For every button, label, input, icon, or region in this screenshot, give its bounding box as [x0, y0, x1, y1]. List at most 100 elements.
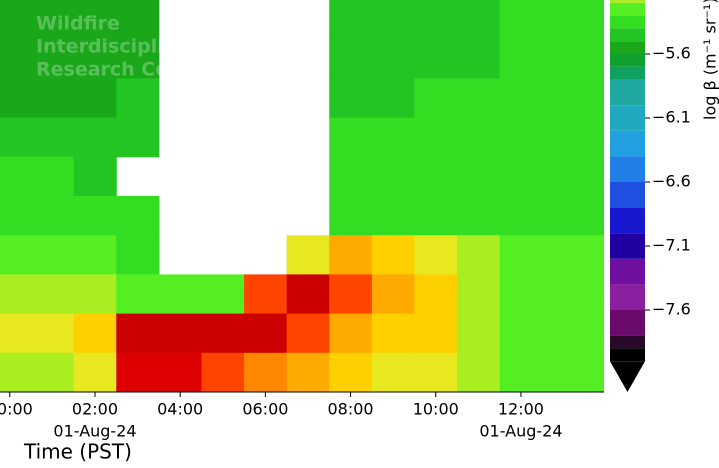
heatmap-cell: [329, 78, 373, 119]
colorbar-segment: [610, 79, 645, 106]
heatmap-cell: [116, 196, 160, 236]
heatmap-cell: [542, 235, 586, 275]
heatmap-cell: [457, 156, 501, 197]
colorbar-segment: [610, 15, 645, 29]
date-label: 01-Aug-24: [53, 422, 136, 441]
heatmap-cell: [0, 39, 32, 79]
heatmap-cell: [457, 78, 501, 119]
heatmap-cell: [499, 39, 543, 79]
colorbar-segment: [610, 207, 645, 234]
heatmap-cell: [0, 78, 32, 119]
x-tick-label: 10:00: [413, 400, 459, 419]
heatmap-cell: [0, 274, 32, 315]
colorbar-label: log β (m⁻¹ sr⁻¹): [701, 0, 719, 120]
colorbar-segment: [610, 54, 645, 67]
colorbar-segment: [610, 284, 645, 310]
heatmap-cell: [371, 313, 415, 354]
heatmap-cell: [584, 313, 604, 354]
heatmap-cell: [329, 352, 373, 392]
colorbar-tick-label: −6.1: [652, 108, 691, 127]
heatmap-cell: [73, 0, 117, 40]
heatmap-cell: [0, 196, 32, 236]
heatmap-cell: [329, 0, 373, 40]
heatmap-cell: [286, 235, 330, 275]
heatmap-cell: [31, 39, 75, 79]
heatmap-cell: [457, 274, 501, 315]
heatmap-cell: [584, 274, 604, 315]
heatmap-cell: [73, 39, 117, 79]
x-tick-label: 04:00: [157, 400, 203, 419]
heatmap-cell: [499, 0, 543, 40]
plot-area: [0, 0, 604, 392]
heatmap-cell: [584, 156, 604, 197]
colorbar-extend: [610, 361, 645, 392]
heatmap-cell: [244, 352, 288, 392]
heatmap-cell: [584, 78, 604, 119]
heatmap-cell: [329, 196, 373, 236]
heatmap-cell: [116, 0, 160, 40]
heatmap-cell: [31, 156, 75, 197]
heatmap-cell: [31, 78, 75, 119]
colorbar-segment: [610, 66, 645, 80]
heatmap-cell: [584, 0, 604, 40]
heatmap-cell: [31, 352, 75, 392]
heatmap-cell: [116, 313, 160, 354]
heatmap-cell: [414, 274, 458, 315]
heatmap-cell: [244, 313, 288, 354]
heatmap-cell: [371, 156, 415, 197]
x-axis-label: Time (PST): [23, 440, 132, 464]
x-tick-label: 00:00: [0, 400, 33, 419]
heatmap-cell: [116, 39, 160, 79]
colorbar-segment: [610, 2, 645, 16]
heatmap-cell: [329, 156, 373, 197]
heatmap-cell: [457, 235, 501, 275]
date-label: 01-Aug-24: [479, 422, 562, 441]
heatmap-cell: [499, 235, 543, 275]
heatmap-cell: [31, 274, 75, 315]
heatmap-cell: [371, 196, 415, 236]
heatmap-cell: [371, 352, 415, 392]
heatmap-cell: [542, 274, 586, 315]
colorbar-segment: [610, 233, 645, 259]
heatmap-cell: [457, 196, 501, 236]
colorbar-segment: [610, 182, 645, 208]
heatmap-cell: [457, 0, 501, 40]
heatmap-cell: [0, 235, 32, 275]
heatmap-cell: [116, 235, 160, 275]
heatmap-cell: [371, 117, 415, 158]
heatmap-cell: [499, 313, 543, 354]
heatmap-cell: [542, 39, 586, 79]
heatmap-cell: [542, 117, 586, 158]
heatmap-cell: [158, 352, 202, 392]
heatmap-cell: [542, 196, 586, 236]
heatmap-cell: [73, 78, 117, 119]
heatmap-cell: [584, 352, 604, 392]
colorbar-segment: [610, 335, 645, 349]
heatmap-cell: [584, 235, 604, 275]
heatmap-cell: [116, 274, 160, 315]
heatmap-cell: [414, 196, 458, 236]
heatmap-cell: [542, 352, 586, 392]
heatmap-cell: [116, 117, 160, 158]
heatmap-cell: [329, 313, 373, 354]
heatmap-cell: [542, 313, 586, 354]
heatmap-cell: [329, 39, 373, 79]
heatmap-cell: [371, 39, 415, 79]
heatmap-cell: [201, 313, 245, 354]
heatmap-cell: [542, 0, 586, 40]
heatmap-cell: [499, 78, 543, 119]
heatmap-cell: [31, 235, 75, 275]
colorbar-segment: [610, 156, 645, 182]
heatmap-cell: [201, 274, 245, 315]
watermark-text: Research Center: [36, 59, 214, 81]
colorbar-segment: [610, 258, 645, 285]
heatmap-cell: [73, 156, 117, 197]
heatmap-cell: [73, 352, 117, 392]
x-tick-label: 12:00: [498, 400, 544, 419]
heatmap-cell: [371, 0, 415, 40]
heatmap-cell: [414, 352, 458, 392]
x-tick-label: 02:00: [72, 400, 118, 419]
heatmap-cell: [116, 78, 160, 119]
heatmap-cell: [73, 274, 117, 315]
